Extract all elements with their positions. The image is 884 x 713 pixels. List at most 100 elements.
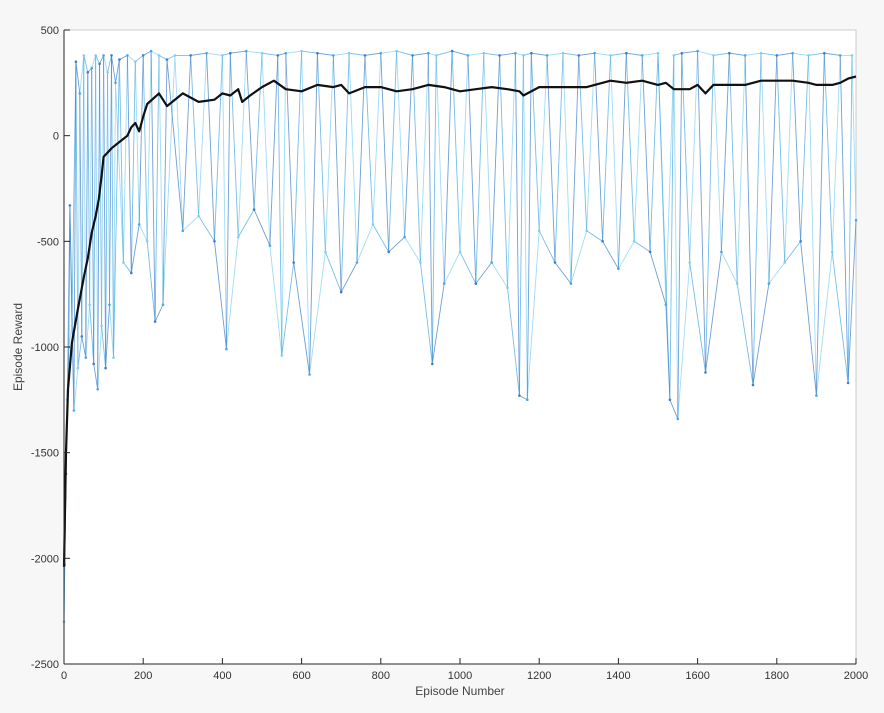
episode-reward-point bbox=[791, 51, 794, 55]
episode-reward-point bbox=[134, 60, 137, 63]
x-tick-label: 1000 bbox=[448, 670, 472, 682]
episode-reward-point bbox=[112, 356, 115, 359]
y-tick-label: -2500 bbox=[31, 659, 59, 671]
episode-reward-point bbox=[347, 51, 351, 55]
episode-reward-point bbox=[260, 51, 264, 55]
episode-reward-point bbox=[585, 229, 588, 233]
episode-reward-point bbox=[229, 51, 232, 55]
episode-reward-point bbox=[735, 282, 739, 285]
episode-reward-point bbox=[403, 235, 406, 239]
episode-reward-point bbox=[395, 49, 398, 53]
episode-reward-point bbox=[332, 54, 335, 57]
episode-reward-point bbox=[553, 261, 557, 264]
episode-reward-point bbox=[284, 51, 288, 55]
episode-reward-point bbox=[537, 229, 541, 233]
episode-reward-point bbox=[149, 49, 153, 53]
episode-reward-point bbox=[601, 240, 604, 243]
episode-reward-point bbox=[300, 49, 303, 53]
y-tick-label: -2000 bbox=[31, 553, 59, 565]
episode-reward-point bbox=[450, 49, 454, 53]
episode-reward-point bbox=[609, 54, 612, 57]
episode-reward-point bbox=[431, 362, 434, 366]
episode-reward-point bbox=[355, 261, 359, 264]
y-tick-label: -1500 bbox=[31, 448, 59, 460]
episode-reward-point bbox=[846, 381, 850, 385]
episode-reward-point bbox=[482, 51, 486, 55]
episode-reward-point bbox=[712, 54, 715, 57]
episode-reward-point bbox=[807, 54, 810, 57]
episode-reward-point bbox=[153, 320, 157, 323]
episode-reward-point bbox=[189, 54, 192, 57]
episode-reward-point bbox=[526, 398, 529, 402]
episode-reward-point bbox=[498, 54, 501, 57]
episode-reward-point bbox=[569, 282, 573, 285]
episode-reward-point bbox=[799, 240, 802, 243]
episode-reward-point bbox=[72, 409, 76, 412]
series-layer bbox=[62, 49, 858, 623]
episode-reward-point bbox=[213, 240, 216, 243]
x-tick-label: 0 bbox=[61, 670, 67, 682]
episode-reward-point bbox=[100, 324, 103, 328]
episode-reward-point bbox=[775, 54, 779, 57]
episode-reward-point bbox=[90, 66, 93, 70]
episode-reward-point bbox=[704, 371, 707, 374]
episode-reward-point bbox=[625, 51, 628, 55]
episode-reward-point bbox=[244, 49, 248, 53]
y-tick-label: 500 bbox=[41, 25, 59, 37]
episode-reward-point bbox=[165, 58, 169, 61]
episode-reward-point bbox=[252, 208, 256, 211]
episode-reward-point bbox=[280, 354, 284, 357]
episode-reward-point bbox=[68, 204, 72, 207]
episode-reward-point bbox=[181, 229, 185, 233]
episode-reward-point bbox=[783, 261, 786, 264]
episode-reward-point bbox=[442, 282, 446, 285]
episode-reward-point bbox=[110, 54, 113, 57]
episode-reward-point bbox=[92, 362, 95, 366]
x-tick-label: 600 bbox=[292, 670, 310, 682]
episode-reward-point bbox=[577, 54, 581, 57]
x-tick-label: 400 bbox=[213, 670, 231, 682]
episode-reward-point bbox=[648, 250, 652, 254]
episode-reward-point bbox=[696, 49, 699, 53]
episode-reward-point bbox=[632, 240, 636, 243]
episode-reward-point bbox=[672, 54, 676, 57]
y-tick-label: -1000 bbox=[31, 342, 59, 354]
episode-reward-point bbox=[561, 51, 565, 55]
episode-reward-point bbox=[324, 250, 327, 254]
episode-reward-point bbox=[225, 347, 228, 351]
x-tick-label: 1400 bbox=[606, 670, 630, 682]
episode-reward-point bbox=[656, 51, 660, 55]
episode-reward-point bbox=[78, 92, 82, 95]
episode-reward-point bbox=[86, 71, 90, 74]
episode-reward-point bbox=[680, 51, 684, 55]
episode-reward-point bbox=[70, 324, 74, 328]
episode-reward-point bbox=[236, 235, 240, 239]
x-tick-label: 2000 bbox=[844, 670, 868, 682]
episode-reward-point bbox=[74, 60, 78, 63]
episode-reward-point bbox=[522, 54, 525, 57]
episode-reward-point bbox=[640, 54, 644, 57]
episode-reward-point bbox=[126, 54, 129, 57]
episode-reward-point bbox=[157, 54, 161, 57]
plot-area bbox=[63, 29, 857, 665]
x-tick-label: 800 bbox=[372, 670, 390, 682]
episode-reward-point bbox=[720, 250, 723, 254]
episode-reward-point bbox=[292, 261, 296, 264]
episode-reward-point bbox=[474, 282, 478, 285]
episode-reward-point bbox=[80, 335, 84, 338]
episode-reward-point bbox=[339, 290, 343, 294]
episode-reward-point bbox=[815, 394, 818, 397]
episode-reward-point bbox=[688, 261, 691, 264]
episode-reward-point bbox=[751, 383, 755, 387]
episode-reward-point bbox=[728, 51, 731, 55]
episode-reward-point bbox=[854, 218, 858, 222]
episode-reward-point bbox=[108, 303, 111, 307]
episode-reward-point bbox=[676, 417, 680, 421]
episode-reward-point bbox=[545, 54, 549, 57]
x-tick-label: 200 bbox=[134, 670, 152, 682]
episode-reward-point bbox=[387, 250, 391, 254]
episode-reward-point bbox=[668, 398, 672, 402]
episode-reward-point bbox=[141, 54, 145, 57]
episode-reward-point bbox=[371, 223, 375, 226]
episode-reward-point bbox=[466, 54, 470, 57]
